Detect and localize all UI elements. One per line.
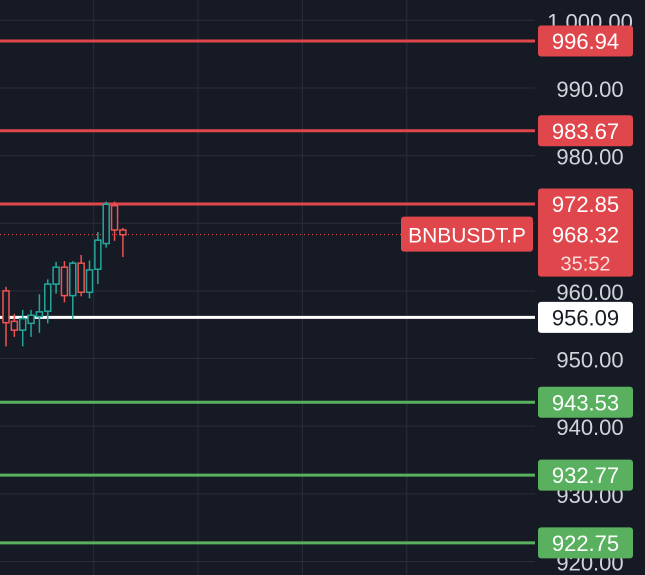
candle-body bbox=[60, 266, 69, 297]
last-price-text: 968.32 bbox=[552, 223, 619, 248]
axis-tick-label: 940.00 bbox=[556, 415, 623, 440]
countdown-text: 35:52 bbox=[560, 254, 610, 276]
price-labels: 996.94 983.67 972.85 956.09 943.53 932.77 922.… bbox=[401, 25, 633, 559]
price-label-text: 956.09 bbox=[552, 305, 619, 330]
candle-body bbox=[94, 239, 102, 270]
price-label-box bbox=[538, 25, 633, 57]
candle-body bbox=[119, 229, 127, 236]
price-label-box bbox=[538, 115, 633, 147]
price-label-text: 972.85 bbox=[552, 192, 619, 217]
price-label-box bbox=[538, 188, 633, 220]
candle-body bbox=[85, 269, 94, 293]
candle-body bbox=[69, 262, 77, 297]
candle-body bbox=[27, 314, 35, 325]
candle-body bbox=[10, 320, 19, 331]
last-price-box bbox=[538, 214, 633, 277]
symbol-tag-box bbox=[401, 216, 533, 252]
axis-tick-label: 960.00 bbox=[556, 280, 623, 305]
axis-tick-label: 980.00 bbox=[556, 145, 623, 170]
candle-body bbox=[35, 311, 44, 318]
price-label-box bbox=[538, 386, 633, 418]
price-label-box bbox=[538, 301, 633, 333]
candle-body bbox=[102, 203, 110, 245]
candles bbox=[2, 201, 127, 347]
horizontal-levels[interactable] bbox=[0, 39, 535, 545]
candle-body bbox=[77, 262, 85, 293]
axis-tick-label: 990.00 bbox=[556, 77, 623, 102]
symbol-tag-text: BNBUSDT.P bbox=[408, 225, 526, 248]
price-label-text: 943.53 bbox=[552, 390, 619, 415]
candle-body bbox=[110, 204, 119, 231]
price-label-text: 922.75 bbox=[552, 531, 619, 556]
candle-body bbox=[52, 266, 60, 285]
candle-body bbox=[2, 290, 10, 324]
axis-tick-label: 950.00 bbox=[556, 348, 623, 373]
price-label-text: 983.67 bbox=[552, 119, 619, 144]
candle-body bbox=[18, 317, 27, 331]
grid bbox=[0, 0, 535, 575]
price-label-text: 996.94 bbox=[552, 29, 619, 54]
candle-body bbox=[44, 283, 52, 312]
price-label-box bbox=[538, 527, 633, 559]
price-label-text: 932.77 bbox=[552, 463, 619, 488]
price-label-box bbox=[538, 459, 633, 491]
